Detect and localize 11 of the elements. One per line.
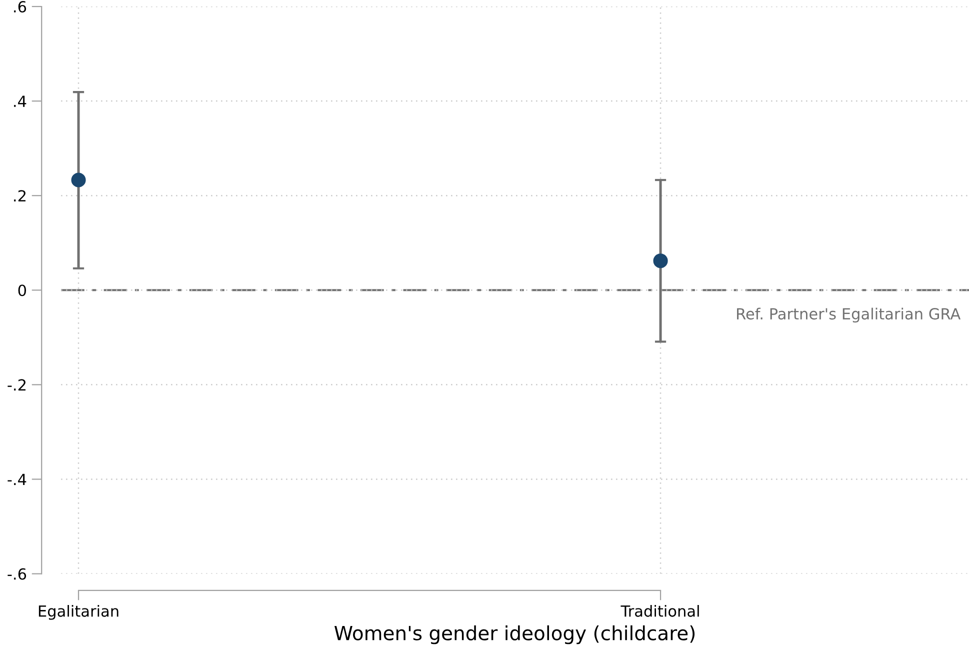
y-tick-label: -.4 — [8, 474, 26, 486]
y-tick-label: .2 — [14, 190, 26, 202]
y-tick-label: .6 — [14, 0, 26, 13]
x-tick-label: Egalitarian — [38, 605, 118, 620]
x-axis-title: Women's gender ideology (childcare) — [334, 625, 695, 644]
y-tick-label: 0 — [18, 284, 26, 296]
x-tick-label: Traditional — [620, 605, 699, 617]
y-tick-label: -.2 — [8, 379, 26, 390]
ref-line-label: Ref. Partner's Egalitarian GRA — [737, 308, 961, 323]
y-tick-label: .4 — [14, 96, 26, 107]
y-tick-label: -.6 — [8, 568, 26, 580]
